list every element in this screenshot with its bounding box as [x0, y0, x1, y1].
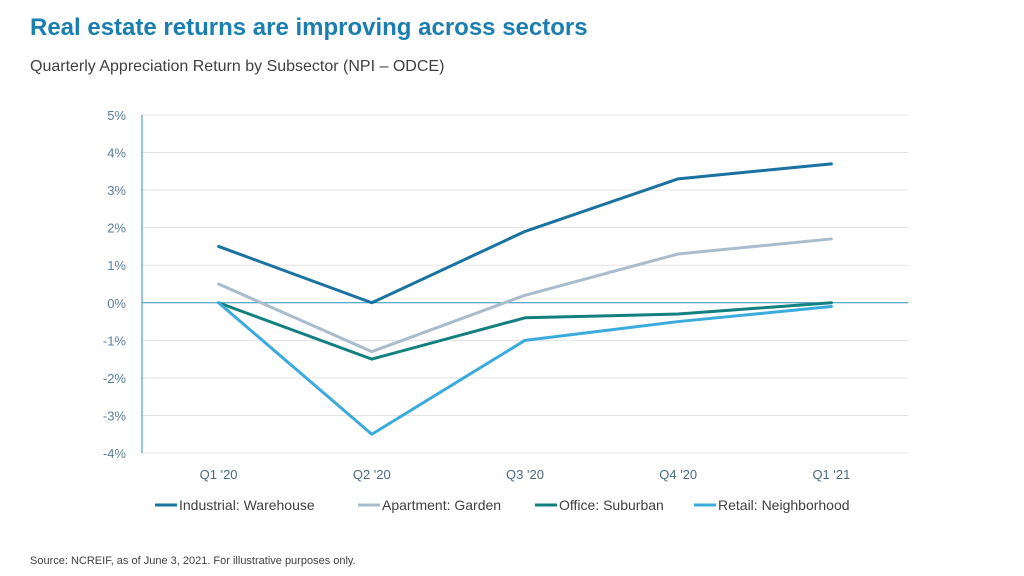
legend-label: Retail: Neighborhood [718, 497, 850, 513]
gridlines [142, 114, 908, 454]
y-tick-label: 2% [107, 221, 126, 236]
series-line-2 [217, 237, 833, 354]
y-tick-label: -4% [103, 446, 127, 461]
legend-label: Industrial: Warehouse [179, 497, 315, 513]
y-tick-label: 3% [107, 183, 126, 198]
y-tick-label: 4% [107, 146, 126, 161]
x-tick-label: Q3 '20 [506, 467, 544, 482]
chart-subtitle: Quarterly Appreciation Return by Subsect… [30, 58, 445, 75]
series-line-3 [217, 301, 833, 361]
series-lines [217, 162, 833, 436]
legend-label: Apartment: Garden [382, 497, 501, 513]
source-note: Source: NCREIF, as of June 3, 2021. For … [30, 555, 356, 567]
x-tick-label: Q1 '21 [812, 467, 850, 482]
legend-label: Office: Suburban [559, 497, 664, 513]
x-tick-label: Q1 '20 [200, 467, 238, 482]
y-axis-ticks: 5% 4% 3% 2% 1% 0% -1% -2% -3% -4% [103, 108, 127, 461]
series-line-1 [217, 162, 833, 305]
x-tick-label: Q4 '20 [659, 467, 697, 482]
chart-title: Real estate returns are improving across… [30, 14, 588, 41]
legend: Industrial: Warehouse Apartment: Garden Of… [155, 497, 850, 513]
y-tick-label: 5% [107, 108, 126, 123]
y-tick-label: -1% [103, 333, 127, 348]
y-tick-label: 1% [107, 258, 126, 273]
axes [141, 115, 908, 453]
y-tick-label: -3% [103, 408, 127, 423]
series-line-4 [217, 301, 833, 436]
y-tick-label: -2% [103, 371, 127, 386]
y-tick-label: 0% [107, 296, 126, 311]
x-tick-label: Q2 '20 [353, 467, 391, 482]
x-axis-ticks: Q1 '20 Q2 '20 Q3 '20 Q4 '20 Q1 '21 [200, 467, 851, 482]
